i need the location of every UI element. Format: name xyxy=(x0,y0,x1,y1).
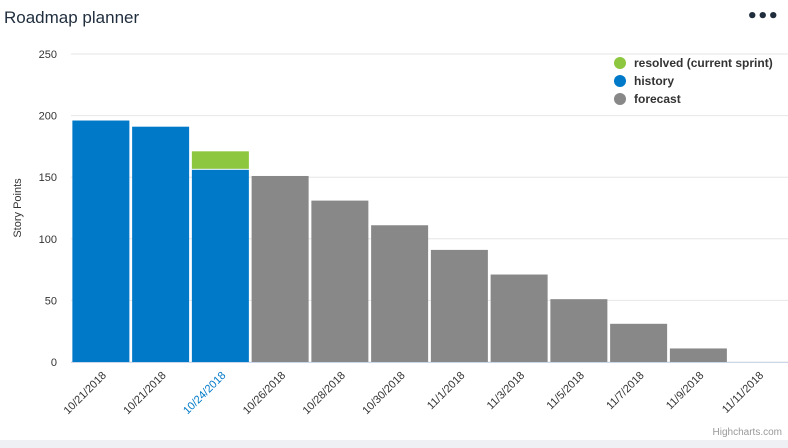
more-horizontal-icon[interactable]: ••• xyxy=(746,6,779,27)
bar-forecast[interactable] xyxy=(550,299,608,362)
x-tick-label: 10/30/2018 xyxy=(360,370,407,417)
x-tick-label: 10/21/2018 xyxy=(62,370,109,417)
legend-item-label[interactable]: resolved (current sprint) xyxy=(634,56,773,70)
chart-header: Roadmap planner ••• xyxy=(0,0,788,38)
bar-resolved[interactable] xyxy=(191,151,249,169)
legend-item-label[interactable]: forecast xyxy=(634,92,681,106)
bar-layer xyxy=(72,120,727,362)
x-tick-label: 11/7/2018 xyxy=(604,370,647,413)
legend-marker[interactable] xyxy=(614,93,626,105)
x-tick-label: 11/9/2018 xyxy=(664,370,707,413)
y-tick-label: 50 xyxy=(45,295,57,307)
bar-forecast[interactable] xyxy=(251,175,309,362)
bar-forecast[interactable] xyxy=(371,225,429,362)
bar-forecast[interactable] xyxy=(669,348,727,362)
y-axis-title: Story Points xyxy=(12,178,24,238)
roadmap-chart: 0 50 100 150 200 250 Story Points 10/21/2018 10/… xyxy=(12,49,788,417)
legend-item-label[interactable]: history xyxy=(634,74,674,88)
bar-forecast[interactable] xyxy=(610,323,668,362)
legend-marker[interactable] xyxy=(614,57,626,69)
y-tick-label: 100 xyxy=(39,234,57,246)
x-tick-label: 10/28/2018 xyxy=(301,370,348,417)
x-tick-label: 10/26/2018 xyxy=(241,370,288,417)
bar-forecast[interactable] xyxy=(311,200,369,362)
legend: resolved (current sprint) history forecast xyxy=(614,56,773,106)
x-tick-label: 10/21/2018 xyxy=(121,370,168,417)
bar-forecast[interactable] xyxy=(490,274,548,362)
bar-history[interactable] xyxy=(72,120,130,362)
x-tick-label: 11/1/2018 xyxy=(425,370,468,413)
x-tick-label: 11/11/2018 xyxy=(720,370,766,416)
y-tick-label: 0 xyxy=(51,357,57,369)
page-title: Roadmap planner xyxy=(4,8,140,27)
bar-history[interactable] xyxy=(191,169,249,362)
bar-history[interactable] xyxy=(132,126,190,362)
x-tick-label[interactable]: 10/24/2018 xyxy=(181,370,228,417)
y-tick-label: 150 xyxy=(39,172,57,184)
footer-bar xyxy=(0,440,788,448)
x-tick-label: 11/5/2018 xyxy=(544,370,587,413)
y-tick-label: 250 xyxy=(39,49,57,61)
legend-marker[interactable] xyxy=(614,75,626,87)
highcharts-credits-link[interactable]: Highcharts.com xyxy=(712,427,782,438)
y-tick-label: 200 xyxy=(39,111,57,123)
bar-forecast[interactable] xyxy=(430,249,488,362)
x-tick-label: 11/3/2018 xyxy=(485,370,528,413)
